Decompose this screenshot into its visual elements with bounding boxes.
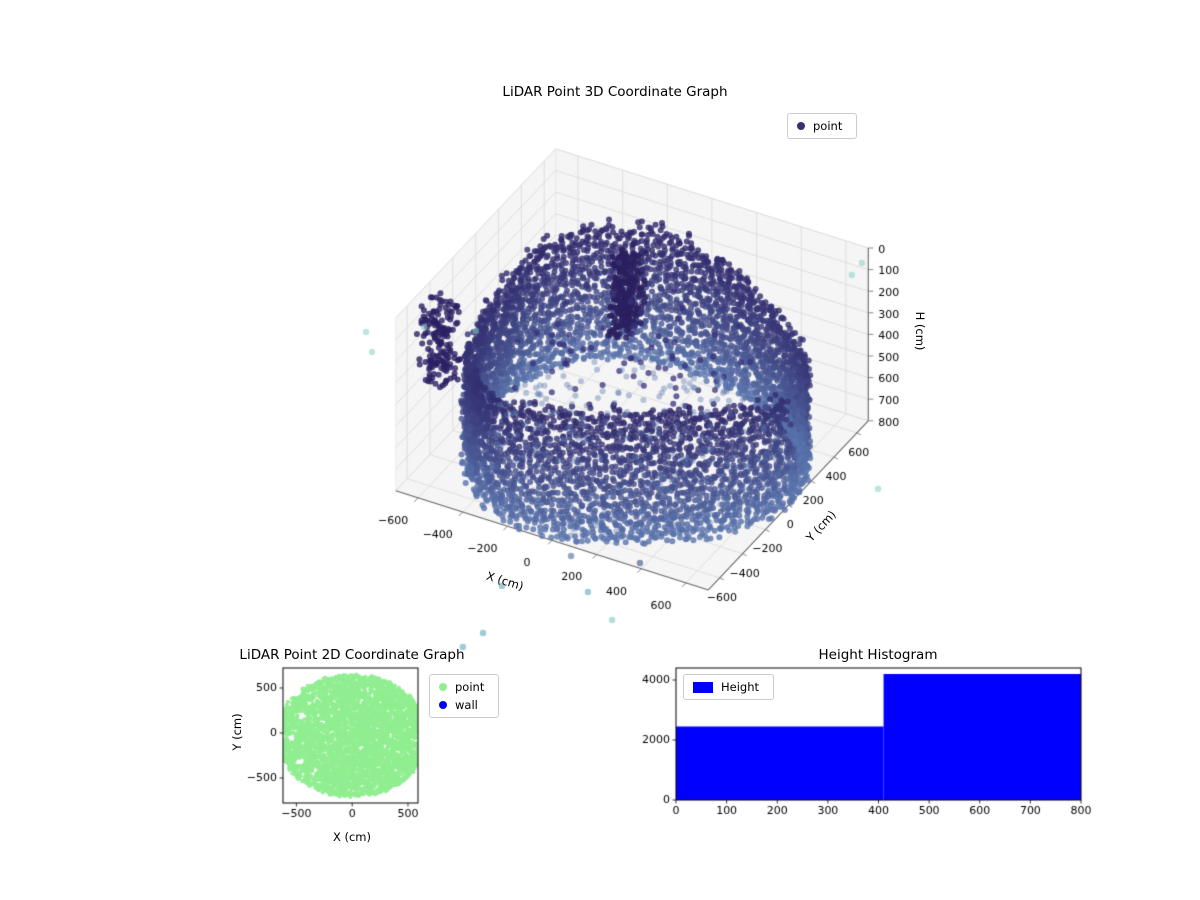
plot2d-legend-item-point: point [439,680,484,694]
plot2d-legend-label-point: point [455,680,485,694]
plot2d-title: LiDAR Point 2D Coordinate Graph [239,647,465,663]
plot3d-title: LiDAR Point 3D Coordinate Graph [502,84,728,100]
plot3d-z-axis-label: H (cm) [913,311,927,351]
plot3d-legend-label: point [813,119,843,133]
plot2d-legend-label-wall: wall [455,698,478,712]
plot3d-legend: point [787,113,858,139]
point-marker-icon [439,683,447,691]
height-patch-icon [693,681,713,693]
histogram-title: Height Histogram [818,647,938,663]
plot3d-legend-item-point: point [797,119,842,133]
plot2d-x-axis-label: X (cm) [332,830,372,844]
histogram-legend-item-height: Height [693,680,759,694]
wall-marker-icon [439,701,447,709]
plot2d-legend: point wall [429,674,500,718]
plot2d-legend-item-wall: wall [439,698,484,712]
plot2d-y-axis-label: Y (cm) [230,713,244,751]
histogram-legend-label: Height [721,680,760,694]
histogram-legend: Height [683,674,775,700]
point-marker-icon [797,122,805,130]
